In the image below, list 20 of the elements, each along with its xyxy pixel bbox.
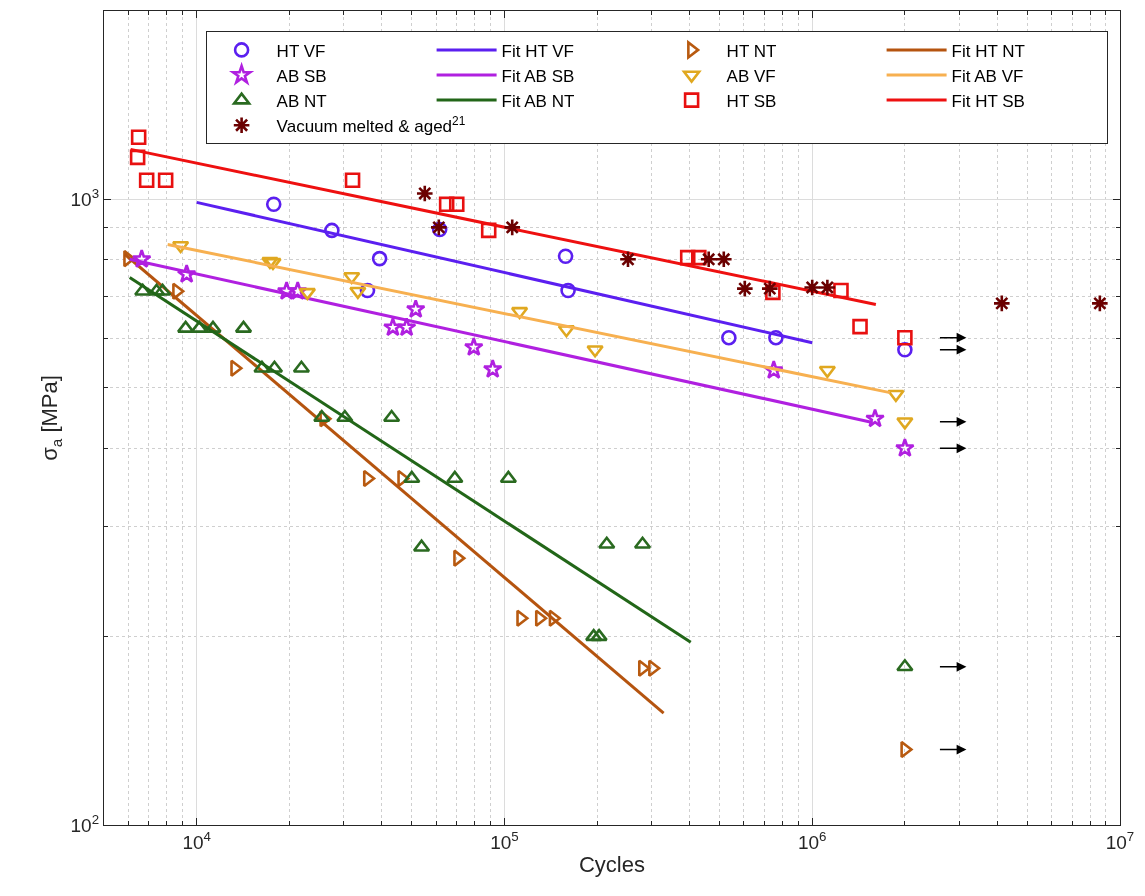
legend-label: HT NT (726, 41, 777, 61)
legend-label: AB VF (726, 66, 776, 86)
y-tick-label: 10$^{2}$ (70, 811, 100, 836)
legend-label: Vacuum melted & aged$^{21}$ (276, 113, 466, 136)
legend-label: Fit AB SB (501, 66, 575, 86)
legend-label: AB NT (276, 91, 327, 111)
legend-label: HT SB (726, 91, 777, 111)
legend-label: HT VF (276, 41, 326, 61)
legend-label: Fit AB VF (951, 66, 1024, 86)
x-tick-label: 10$^{7}$ (1105, 828, 1135, 853)
legend-label: Fit HT SB (951, 91, 1025, 111)
legend-label: Fit HT NT (951, 41, 1025, 61)
x-tick-label: 10$^{5}$ (490, 828, 519, 853)
y-tick-label: 10$^{3}$ (70, 186, 100, 210)
legend-label: Fit HT VF (501, 41, 575, 61)
x-tick-label: 10$^{4}$ (182, 828, 211, 853)
legend-label: Fit AB NT (501, 91, 575, 111)
legend-label: AB SB (276, 66, 327, 86)
x-tick-label: 10$^{6}$ (797, 828, 827, 853)
x-axis-title: Cycles (578, 851, 646, 877)
